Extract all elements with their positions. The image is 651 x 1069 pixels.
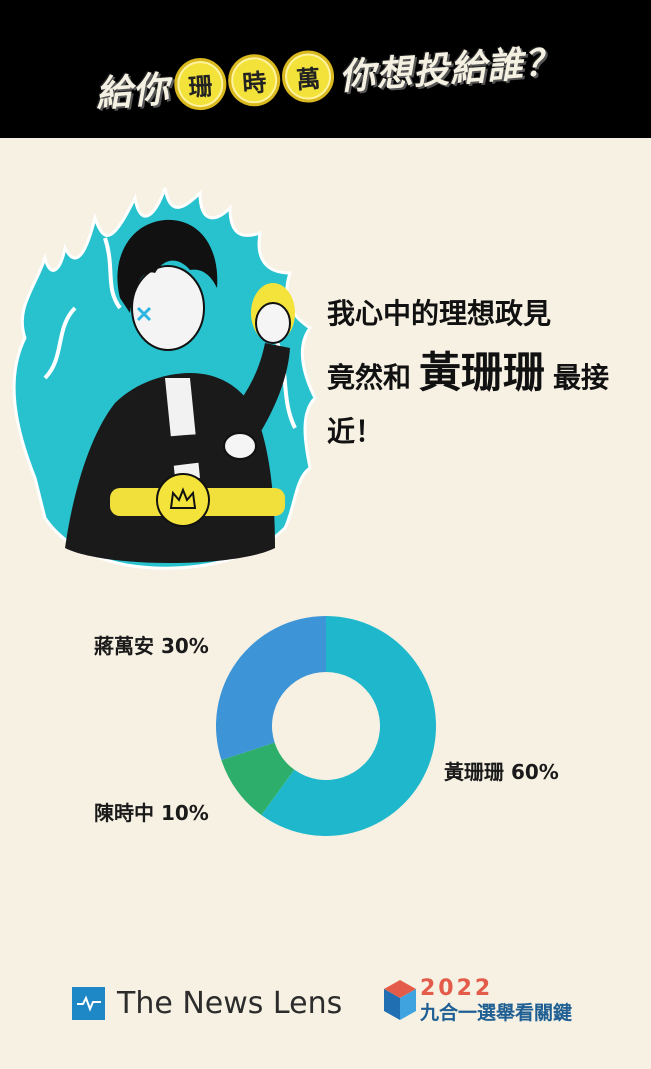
- banner-title-suffix: 你想投給誰？: [337, 41, 563, 99]
- headline-suffix: 最接: [553, 361, 610, 394]
- election-logo: 2022 九合一選舉看關鍵: [382, 976, 592, 1026]
- the-news-lens-logo: The News Lens: [72, 985, 342, 1021]
- candidate-illustration: [12, 187, 317, 570]
- banner-title-prefix: 給你: [94, 69, 172, 116]
- lower-arm-shape: [95, 433, 243, 478]
- headline-line-3: 近！: [327, 415, 384, 448]
- donut-slice-0: [261, 616, 436, 836]
- face-shape: [131, 265, 205, 351]
- legend-label-chen: 陳時中 10%: [94, 801, 209, 825]
- x-eye-mark: [136, 306, 152, 322]
- banner-title: 給你 珊 時 萬 你想投給誰？: [93, 24, 567, 127]
- headline-candidate-name: 黃珊珊: [419, 348, 546, 397]
- header-banner: 給你 珊 時 萬 你想投給誰？: [0, 0, 651, 138]
- legend-label-chiang: 蔣萬安 30%: [94, 634, 209, 658]
- vote-donut-chart: [216, 616, 436, 836]
- pulse-icon: [72, 986, 105, 1020]
- election-year: 2022: [420, 976, 494, 1001]
- election-title: 九合一選舉看關鍵: [420, 1002, 573, 1024]
- coin-shan: 珊: [172, 56, 229, 112]
- coin-wan: 萬: [280, 48, 336, 105]
- banner-coins: 珊 時 萬: [172, 48, 337, 112]
- headline-line-1: 我心中的理想政見: [327, 297, 552, 330]
- crown-mark: [169, 487, 197, 509]
- coin-shi: 時: [226, 52, 282, 109]
- raised-arm-shape: [235, 343, 290, 433]
- fist-shape: [255, 302, 291, 344]
- donut-slice-2: [216, 616, 326, 760]
- result-headline: 我心中的理想政見 竟然和 黃珊珊 最接 近！: [327, 300, 647, 470]
- donut-slice-1: [221, 742, 295, 815]
- lower-hand-shape: [223, 432, 257, 460]
- belt-buckle-coin: [156, 473, 210, 527]
- legend-label-huang: 黃珊珊 60%: [444, 760, 559, 784]
- headline-line-2: 竟然和 黃珊珊 最接: [327, 352, 647, 394]
- headline-prefix: 竟然和: [327, 361, 412, 394]
- hair-shape: [117, 219, 218, 313]
- brand-name: The News Lens: [117, 985, 343, 1021]
- cube-icon: [384, 980, 416, 1020]
